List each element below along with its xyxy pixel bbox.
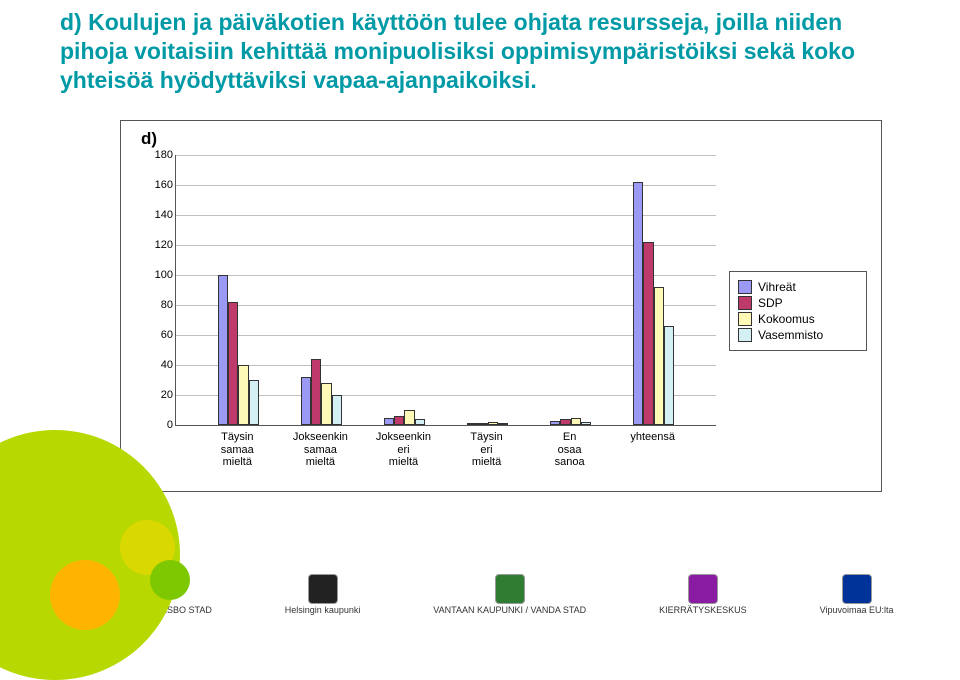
bar [301, 377, 311, 425]
x-category-label: yhteensä [620, 431, 686, 444]
bar [664, 326, 674, 425]
y-tick: 120 [149, 239, 173, 251]
y-tick: 60 [149, 329, 173, 341]
page-title: d) Koulujen ja päiväkotien käyttöön tule… [60, 8, 880, 94]
footer-logo: Helsingin kaupunki [285, 574, 361, 616]
bar [581, 422, 591, 425]
decor-circle [150, 560, 190, 600]
logo-badge [688, 574, 718, 604]
bar [643, 242, 653, 425]
bar [550, 421, 560, 426]
bar [654, 287, 664, 425]
legend-label: Kokoomus [758, 312, 815, 326]
decor-circle [50, 560, 120, 630]
legend-label: Vihreät [758, 280, 796, 294]
legend-row: Vasemmisto [738, 328, 858, 342]
logo-label: Vipuvoimaa EU:lta [820, 606, 894, 616]
legend-swatch [738, 296, 752, 310]
legend-swatch [738, 328, 752, 342]
bar [238, 365, 248, 425]
bar [415, 419, 425, 425]
legend-row: Kokoomus [738, 312, 858, 326]
y-tick: 100 [149, 269, 173, 281]
x-category-label: Täysinerimieltä [454, 431, 520, 469]
legend-label: SDP [758, 296, 783, 310]
logo-badge [495, 574, 525, 604]
bar [249, 380, 259, 425]
chart-container: d) Täysinsamaamieltä Jokseenkinsamaamielt… [120, 120, 882, 492]
bar [384, 418, 394, 426]
y-tick: 20 [149, 389, 173, 401]
chart-title: d) [141, 129, 157, 149]
bar [477, 423, 487, 425]
chart-legend: Vihreät SDP Kokoomus Vasemmisto [729, 271, 867, 351]
gridline [176, 155, 716, 156]
bar [498, 423, 508, 425]
y-tick: 80 [149, 299, 173, 311]
bar [560, 419, 570, 425]
logo-badge [308, 574, 338, 604]
x-category-label: Täysinsamaamieltä [205, 431, 271, 469]
footer-logo: KIERRÄTYSKESKUS [659, 574, 747, 616]
logo-label: KIERRÄTYSKESKUS [659, 606, 747, 616]
bar [394, 416, 404, 425]
bar [228, 302, 238, 425]
bar [404, 410, 414, 425]
y-tick: 160 [149, 179, 173, 191]
footer-logo: VANTAAN KAUPUNKI / VANDA STAD [433, 574, 586, 616]
legend-label: Vasemmisto [758, 328, 823, 342]
bar [571, 418, 581, 426]
y-tick: 140 [149, 209, 173, 221]
legend-row: SDP [738, 296, 858, 310]
footer-logo: Vipuvoimaa EU:lta [820, 574, 894, 616]
x-category-label: Jokseenkinerimieltä [371, 431, 437, 469]
bar [633, 182, 643, 425]
logo-badge [842, 574, 872, 604]
bar [332, 395, 342, 425]
y-tick: 180 [149, 149, 173, 161]
legend-swatch [738, 280, 752, 294]
bar [311, 359, 321, 425]
x-category-label: Enosaasanoa [537, 431, 603, 469]
logo-label: VANTAAN KAUPUNKI / VANDA STAD [433, 606, 586, 616]
bar [218, 275, 228, 425]
chart-plot [175, 155, 716, 426]
bar [321, 383, 331, 425]
legend-row: Vihreät [738, 280, 858, 294]
bar [467, 423, 477, 425]
x-category-label: Jokseenkinsamaamieltä [288, 431, 354, 469]
bar [488, 422, 498, 425]
y-tick: 0 [149, 419, 173, 431]
legend-swatch [738, 312, 752, 326]
logo-label: Helsingin kaupunki [285, 606, 361, 616]
y-tick: 40 [149, 359, 173, 371]
